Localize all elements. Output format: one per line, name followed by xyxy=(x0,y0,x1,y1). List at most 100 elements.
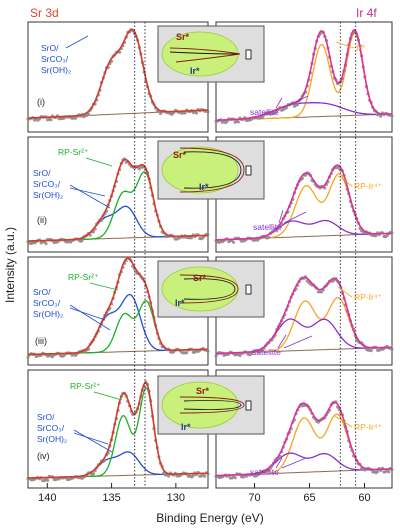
inset-1: Sr* Ir* xyxy=(157,25,265,83)
trajectory-line xyxy=(169,51,241,55)
x-axis-label: Binding Energy (eV) xyxy=(156,511,263,525)
ir-data-point xyxy=(390,114,394,118)
sr-data-point xyxy=(206,349,210,353)
annotation-arrow xyxy=(334,415,353,428)
ir-envelope-fit xyxy=(216,164,392,241)
sr-envelope-fit xyxy=(28,257,209,356)
sr-star-label: Sr* xyxy=(196,386,210,396)
ir-data-point xyxy=(296,103,300,107)
inset-3: Sr* Ir* xyxy=(157,260,265,318)
sr-data-point xyxy=(194,111,199,115)
detector-slit xyxy=(245,165,252,176)
panel-label: (iii) xyxy=(35,336,47,346)
sro-srco3-sroh2-label: Sr(OH)₂ xyxy=(37,434,67,444)
trajectory-line xyxy=(183,278,236,300)
annotation-arrow xyxy=(73,429,113,453)
ir-data-point xyxy=(260,349,264,353)
sr-data-point xyxy=(191,474,195,478)
sr-data-point xyxy=(80,239,84,243)
ir-data-point xyxy=(267,235,271,239)
ir-data-point xyxy=(369,349,373,353)
rp-sr2-label: RP-Sr²⁺ xyxy=(58,147,89,157)
panel-label: (i) xyxy=(37,97,45,107)
ir-data-point xyxy=(323,186,327,190)
sr-data-point xyxy=(44,242,48,246)
ir-envelope-fit xyxy=(215,276,392,355)
sr-data-point xyxy=(86,112,91,116)
detector-slit xyxy=(245,49,252,60)
sr-data-point xyxy=(91,230,96,234)
ir-star-label: Ir* xyxy=(199,182,209,192)
inset-4: Sr* Ir* xyxy=(157,375,265,435)
rp-sr2-label: RP-Sr²⁺ xyxy=(68,272,99,282)
satellite-label: satellite xyxy=(253,222,282,232)
detector-slit xyxy=(245,400,252,411)
annotation-arrow xyxy=(337,175,353,187)
annotation-arrow xyxy=(73,432,109,445)
sr-data-point xyxy=(49,118,53,122)
ir-data-point xyxy=(390,347,394,351)
sr-envelope-fit xyxy=(27,158,208,242)
sro-srco3-sroh2-label: SrCO₃/ xyxy=(41,54,69,64)
annotation-arrow xyxy=(275,97,283,109)
sro-srco3-sroh2-label: SrO/ xyxy=(33,287,51,297)
sro-srco3-sroh2-label: SrCO₃/ xyxy=(33,298,61,308)
sr-envelope-fit xyxy=(27,381,208,479)
sr-data-point xyxy=(91,472,96,476)
sr-envelope-fit xyxy=(28,28,208,119)
ir-star-label: Ir* xyxy=(190,66,200,76)
sro-srco3-sroh2-label: Sr(OH)₂ xyxy=(33,190,63,200)
annotation-arrow xyxy=(278,209,284,224)
sro-srco3-sroh2-label: Sr(OH)₂ xyxy=(33,309,63,319)
annotation-arrow xyxy=(69,304,111,331)
annotations: (i) (ii) (iii) (iv) SrO/SrCO₃/Sr(OH)₂ SrO/SrC… xyxy=(33,35,382,477)
trajectory-line xyxy=(179,396,245,414)
crystal-ellipse xyxy=(161,381,239,429)
ir-data-point xyxy=(284,106,288,110)
rp-ir4-label: RP-Ir⁴⁺ xyxy=(354,422,382,432)
ir-data-point xyxy=(214,354,218,358)
satellite-label: satellite xyxy=(250,107,279,117)
sro-srco3-sroh2-label: Sr(OH)₂ xyxy=(41,65,71,75)
sr-star-label: Sr* xyxy=(173,150,187,160)
sr-star-label: Sr* xyxy=(193,273,207,283)
ir-data-point xyxy=(379,114,383,118)
ir-tick-label: 65 xyxy=(303,492,315,504)
ir0-label: Ir⁰ xyxy=(356,43,365,53)
ir-data-point xyxy=(236,120,240,124)
annotation-arrow xyxy=(89,282,119,291)
ir-data-point xyxy=(387,470,391,474)
sr-data-point xyxy=(46,478,50,482)
ir-data-point xyxy=(232,240,236,244)
annotation-arrow xyxy=(337,286,353,298)
annotation-arrow xyxy=(281,95,309,109)
ir-star-label: Ir* xyxy=(175,298,185,308)
rp-ir4-label: RP-Ir⁴⁺ xyxy=(354,181,382,191)
rp-ir4-label: RP-Ir⁴⁺ xyxy=(354,292,382,302)
sro-srco3-sroh2-label: SrCO₃/ xyxy=(37,423,65,433)
annotation-arrow xyxy=(65,35,89,49)
sr-tick-label: 130 xyxy=(167,492,185,504)
ir-data-point xyxy=(374,234,378,238)
satellite-label: satellite xyxy=(252,347,281,357)
sr-tick-label: 140 xyxy=(38,492,56,504)
annotation-arrow xyxy=(69,184,111,209)
sr-data-point xyxy=(167,474,171,478)
sr-data-point xyxy=(26,355,30,359)
sr-data-point xyxy=(185,351,189,355)
x-ticks: 140 135 130 70 65 60 xyxy=(38,483,371,504)
y-axis-label: Intensity (a.u.) xyxy=(3,227,17,303)
rp-sr2-label: RP-Sr²⁺ xyxy=(70,381,101,391)
trajectory-line xyxy=(179,274,239,304)
ir-envelope-fit xyxy=(216,29,392,122)
ir-data-point xyxy=(260,115,264,119)
sro-srco3-sroh2-label: SrO/ xyxy=(41,43,59,53)
sro-srco3-sroh2-label: SrO/ xyxy=(37,412,55,422)
annotation-arrow xyxy=(283,211,307,224)
sr-data-point xyxy=(183,111,187,115)
detector-slit xyxy=(245,284,252,295)
schematic-insets: Sr* Ir* Sr* Ir* Sr* Ir* Sr* Ir* xyxy=(157,25,265,435)
trajectory-line xyxy=(179,147,245,193)
annotation-arrow xyxy=(93,391,123,401)
ir-4f-title: Ir 4f xyxy=(356,6,377,20)
